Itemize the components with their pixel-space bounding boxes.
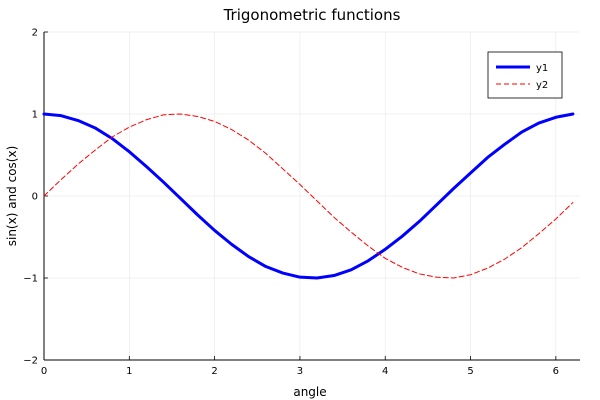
y-tick-label-2: 0 — [32, 192, 38, 203]
y-tick-label-1: −1 — [23, 274, 38, 285]
legend-label-y1: y1 — [536, 63, 548, 74]
y-tick-label-4: 2 — [32, 28, 38, 39]
y-tick-labels: −2 −1 0 1 2 — [23, 28, 38, 367]
x-tick-label-1: 1 — [126, 366, 132, 377]
x-tick-label-2: 2 — [211, 366, 217, 377]
chart-title: Trigonometric functions — [223, 6, 401, 24]
legend: y1 y2 — [487, 51, 563, 99]
series-line-y2 — [43, 113, 574, 279]
series-lines — [42, 112, 575, 280]
x-tick-label-5: 5 — [467, 366, 473, 377]
y-tick-label-3: 1 — [32, 110, 38, 121]
x-tick-label-6: 6 — [553, 366, 559, 377]
legend-box — [487, 51, 563, 99]
y-tick-label-0: −2 — [23, 356, 38, 367]
x-tick-label-0: 0 — [41, 366, 47, 377]
x-tick-label-4: 4 — [382, 366, 388, 377]
y-axis-label: sin(x) and cos(x) — [5, 146, 19, 247]
legend-label-y2: y2 — [536, 80, 548, 91]
series-line-y1 — [42, 112, 575, 280]
x-axis-label: angle — [293, 385, 326, 399]
x-tick-labels: 0 1 2 3 4 5 6 — [41, 366, 559, 377]
x-tick-label-3: 3 — [297, 366, 303, 377]
